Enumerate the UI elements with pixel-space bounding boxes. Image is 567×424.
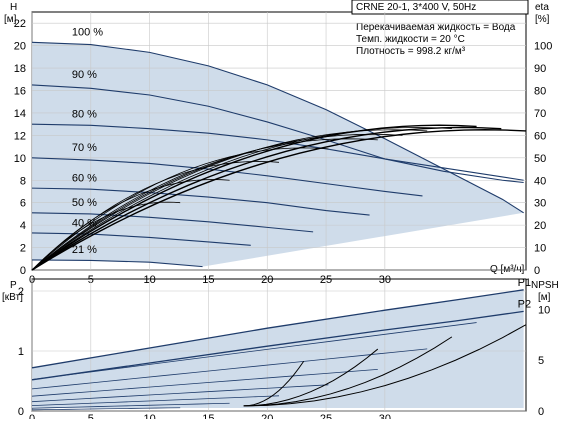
eta-axis-unit: [%] (535, 14, 550, 25)
y2-tick-label: 0 (534, 265, 540, 277)
power-x-tick-label: 0 (29, 413, 35, 419)
y-tick-label: 14 (14, 108, 26, 120)
head-axis-title: H (10, 2, 17, 13)
y2-tick-label: 30 (534, 198, 546, 210)
speed-label: 21 % (72, 244, 97, 256)
power-y-tick-label: 1 (18, 346, 24, 358)
y-tick-label: 12 (14, 130, 26, 142)
power-x-tick-label: 15 (202, 413, 214, 419)
speed-label: 80 % (72, 108, 97, 120)
npsh-tick-label: 10 (538, 304, 550, 316)
npsh-axis-title: NPSH (531, 280, 559, 291)
npsh-tick-label: 5 (538, 355, 544, 367)
y2-tick-label: 10 (534, 243, 546, 255)
flow-axis-title: Q [м³/ч] (490, 264, 525, 275)
power-x-tick-label: 30 (379, 413, 391, 419)
y2-tick-label: 40 (534, 175, 546, 187)
y2-tick-label: 60 (534, 130, 546, 142)
y-tick-label: 10 (14, 153, 26, 165)
power-x-tick-label: 5 (88, 413, 94, 419)
y2-tick-label: 50 (534, 153, 546, 165)
y-tick-label: 0 (20, 265, 26, 277)
speed-label: 100 % (72, 27, 103, 39)
y2-tick-label: 100 (534, 41, 552, 53)
y2-tick-label: 90 (534, 63, 546, 75)
y-tick-label: 4 (20, 220, 26, 232)
power-x-tick-label: 20 (261, 413, 273, 419)
y2-tick-label: 20 (534, 220, 546, 232)
power-x-tick-label: 10 (143, 413, 155, 419)
power-axis-title: P (10, 280, 17, 291)
model-label: CRNE 20-1, 3*400 V, 50Hz (356, 2, 476, 13)
npsh-tick-label: 0 (538, 406, 544, 418)
power-x-tick-label: 25 (320, 413, 332, 419)
y-tick-label: 22 (14, 18, 26, 30)
y-tick-label: 16 (14, 86, 26, 98)
power-y-tick-label: 0 (18, 406, 24, 418)
speed-label: 60 % (72, 172, 97, 184)
power-curve-label-p1: P1 (518, 277, 531, 289)
y-tick-label: 6 (20, 198, 26, 210)
eta-axis-title: eta (535, 2, 549, 13)
y-tick-label: 2 (20, 243, 26, 255)
npsh-axis-unit: [м] (538, 292, 551, 303)
speed-label: 50 % (72, 197, 97, 209)
speed-label: 90 % (72, 69, 97, 81)
liquid-label: Перекачиваемая жидкость = Вода (356, 22, 516, 33)
speed-label: 70 % (72, 142, 97, 154)
y-tick-label: 18 (14, 63, 26, 75)
y2-tick-label: 80 (534, 86, 546, 98)
power-curve-label-p2: P2 (518, 298, 531, 310)
y-tick-label: 8 (20, 175, 26, 187)
temperature-label: Темп. жидкости = 20 °C (356, 34, 465, 45)
y2-tick-label: 70 (534, 108, 546, 120)
density-label: Плотность = 998.2 кг/м³ (356, 46, 466, 57)
power-y-tick-label: 2 (18, 286, 24, 298)
y-tick-label: 20 (14, 41, 26, 53)
